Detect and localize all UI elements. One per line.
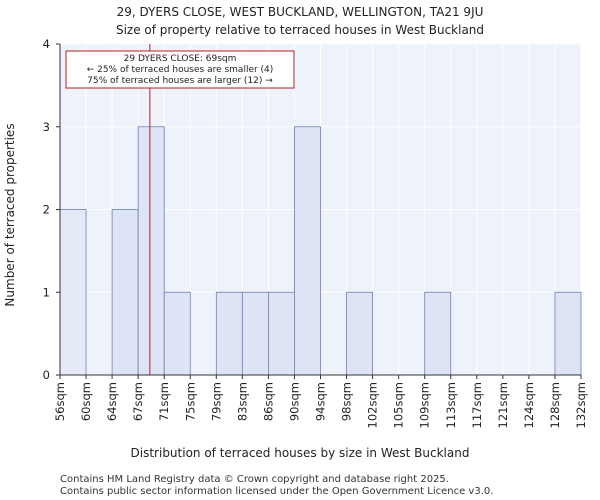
annotation-box: 29 DYERS CLOSE: 69sqm ← 25% of terraced … — [65, 50, 295, 89]
x-axis-label: Distribution of terraced houses by size … — [131, 446, 470, 460]
bar-56sqm — [59, 209, 87, 376]
x-tick-label: 121sqm — [496, 382, 510, 428]
y-tick-label: 4 — [43, 37, 50, 51]
x-tick-label: 109sqm — [418, 382, 432, 428]
x-tick-label: 79sqm — [209, 382, 223, 421]
x-tick-label: 132sqm — [574, 382, 588, 428]
x-tick-label: 56sqm — [53, 382, 67, 421]
bar-109sqm — [424, 291, 452, 376]
bar-86sqm — [267, 291, 295, 376]
x-tick-label: 64sqm — [105, 382, 119, 421]
x-tick-label: 60sqm — [79, 382, 93, 421]
chart-title: 29, DYERS CLOSE, WEST BUCKLAND, WELLINGT… — [117, 5, 484, 19]
x-tick-label: 71sqm — [157, 382, 171, 421]
x-tick-label: 102sqm — [366, 382, 380, 428]
bar-64sqm — [111, 209, 139, 376]
x-tick-label: 124sqm — [522, 382, 536, 428]
y-tick-label: 0 — [43, 368, 50, 382]
y-tick-label: 1 — [43, 285, 50, 299]
x-tick-label: 67sqm — [131, 382, 145, 421]
x-ticks: 56sqm 60sqm 64sqm 67sqm 71sqm 75sqm 79sqm 83sqm… — [53, 375, 588, 428]
y-tick-label: 3 — [43, 120, 50, 134]
bar-98sqm — [346, 291, 373, 376]
x-tick-label: 94sqm — [314, 382, 328, 421]
annotation-frame — [65, 50, 295, 89]
annotation-line-1: 29 DYERS CLOSE: 69sqm — [124, 54, 237, 64]
bar-83sqm — [241, 291, 269, 376]
y-tick-label: 2 — [43, 203, 50, 217]
bar-67sqm — [137, 126, 165, 376]
x-tick-label: 86sqm — [261, 382, 275, 421]
x-tick-label: 105sqm — [392, 382, 406, 428]
bar-79sqm — [215, 291, 243, 376]
bar-90sqm — [294, 126, 321, 376]
annotation-line-2: ← 25% of terraced houses are smaller (4) — [87, 65, 274, 75]
footer-line-2: Contains public sector information licen… — [60, 486, 493, 497]
x-tick-label: 128sqm — [548, 382, 562, 428]
x-tick-label: 83sqm — [235, 382, 249, 421]
x-tick-label: 75sqm — [183, 382, 197, 421]
x-tick-label: 117sqm — [470, 382, 484, 428]
y-axis-label: Number of terraced properties — [3, 123, 17, 306]
bar-128sqm — [554, 291, 582, 376]
x-tick-label: 90sqm — [287, 382, 301, 421]
bar-71sqm — [163, 291, 191, 376]
x-tick-label: 98sqm — [340, 382, 354, 421]
chart-subtitle: Size of property relative to terraced ho… — [116, 23, 484, 37]
x-tick-label: 113sqm — [444, 382, 458, 428]
footer-line-1: Contains HM Land Registry data © Crown c… — [60, 474, 449, 485]
annotation-line-3: 75% of terraced houses are larger (12) → — [87, 76, 273, 86]
bars — [59, 126, 582, 376]
y-ticks: 0 1 2 3 4 — [43, 37, 60, 382]
